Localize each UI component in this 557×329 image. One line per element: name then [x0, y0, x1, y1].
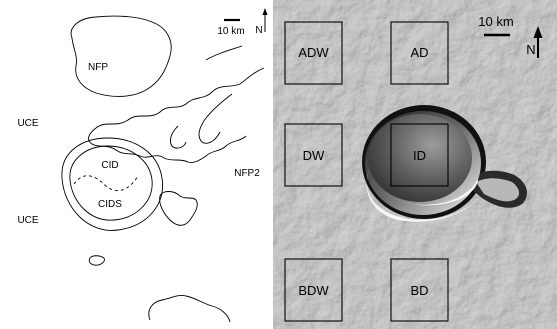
box-label-ad: AD: [410, 45, 428, 60]
box-bdw: [284, 258, 343, 322]
ridge-branch: [198, 93, 233, 144]
shaded-relief-image: [273, 0, 557, 329]
box-label-bd: BD: [410, 283, 428, 298]
unit-label-nfp: NFP: [88, 62, 108, 73]
southern-plain-boundary: [148, 295, 231, 323]
cid-inner-boundary: [69, 145, 153, 221]
box-label-dw: DW: [303, 148, 325, 163]
crater-floor: [368, 114, 472, 202]
unit-label-nfp2: NFP2: [234, 168, 260, 179]
crater: [362, 105, 527, 222]
box-adw: [284, 21, 343, 85]
box-bd: [390, 258, 449, 322]
left-scale-label: 10 km: [217, 26, 244, 37]
box-dw: [284, 123, 343, 187]
left-scale-bar: 10 km: [217, 18, 245, 37]
box-label-id: ID: [413, 148, 426, 163]
central-plain-boundary: [88, 67, 265, 163]
box-label-adw: ADW: [298, 45, 329, 60]
geologic-sketch-map: [61, 15, 265, 323]
nfp-outline: [70, 15, 172, 97]
nfp-northern-edge: [205, 45, 243, 61]
box-label-bdw: BDW: [298, 283, 329, 298]
left-north-arrow-icon: N: [255, 8, 268, 36]
cid-outer-boundary: [61, 137, 163, 231]
box-ad: [390, 21, 449, 85]
ejecta-lobe-outline: [159, 191, 198, 226]
unit-label-cid: CID: [101, 160, 118, 171]
small-outcrop-a: [88, 255, 105, 266]
right-north-label: N: [526, 42, 535, 57]
cid-cids-contact: [73, 175, 139, 192]
unit-label-uce-lower: UCE: [17, 215, 38, 226]
right-north-arrow-icon: N: [526, 26, 543, 58]
unit-label-uce-upper: UCE: [17, 118, 38, 129]
left-north-label: N: [255, 25, 262, 36]
right-scale-label: 10 km: [478, 14, 513, 29]
unit-label-cids: CIDS: [98, 199, 122, 210]
box-id: [390, 123, 449, 187]
right-scale-bar: 10 km: [478, 14, 514, 37]
minor-ridge: [169, 125, 187, 149]
